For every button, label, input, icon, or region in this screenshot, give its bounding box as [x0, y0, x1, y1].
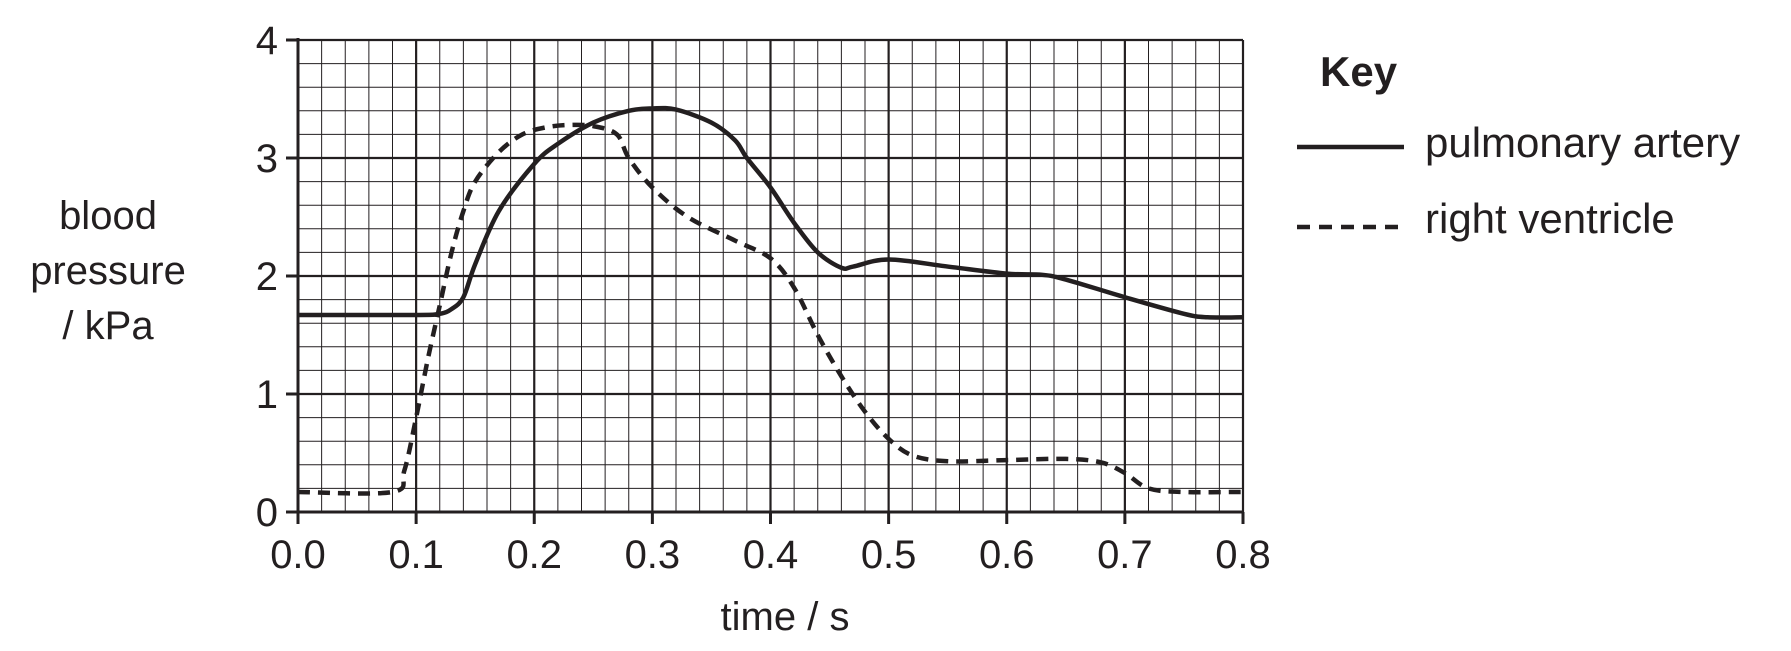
x-ticks: 0.0 0.1 0.2 0.3 0.4 0.5 0.6 0.7 0.8: [270, 512, 1271, 577]
x-tick-label: 0.0: [270, 533, 326, 577]
x-tick-label: 0.1: [388, 533, 444, 577]
legend-label-right-ventricle: right ventricle: [1425, 195, 1675, 242]
x-tick-label: 0.7: [1097, 533, 1153, 577]
x-tick-label: 0.8: [1215, 533, 1271, 577]
x-tick-label: 0.2: [506, 533, 562, 577]
legend: Key pulmonary artery right ventricle: [1297, 48, 1740, 242]
y-tick-label: 3: [256, 137, 278, 181]
x-tick-label: 0.3: [625, 533, 681, 577]
y-tick-label: 1: [256, 373, 278, 417]
y-tick-label: 4: [256, 19, 278, 63]
y-ticks: 0 1 2 3 4: [256, 19, 298, 535]
series-line-pulmonary-artery: [297, 105, 1244, 320]
x-tick-label: 0.6: [979, 533, 1035, 577]
series-layer: [297, 105, 1244, 496]
x-axis-label: time / s: [721, 595, 850, 639]
series-line-right-ventricle: [297, 122, 1244, 496]
x-tick-label: 0.4: [743, 533, 799, 577]
legend-title: Key: [1320, 48, 1398, 95]
y-axis-label-line-1: blood: [59, 194, 157, 238]
x-tick-label: 0.5: [861, 533, 917, 577]
legend-label-pulmonary-artery: pulmonary artery: [1425, 119, 1740, 166]
y-axis-label-line-3: / kPa: [62, 304, 154, 348]
y-axis-label-line-2: pressure: [30, 249, 186, 293]
y-tick-label: 0: [256, 491, 278, 535]
y-tick-label: 2: [256, 255, 278, 299]
